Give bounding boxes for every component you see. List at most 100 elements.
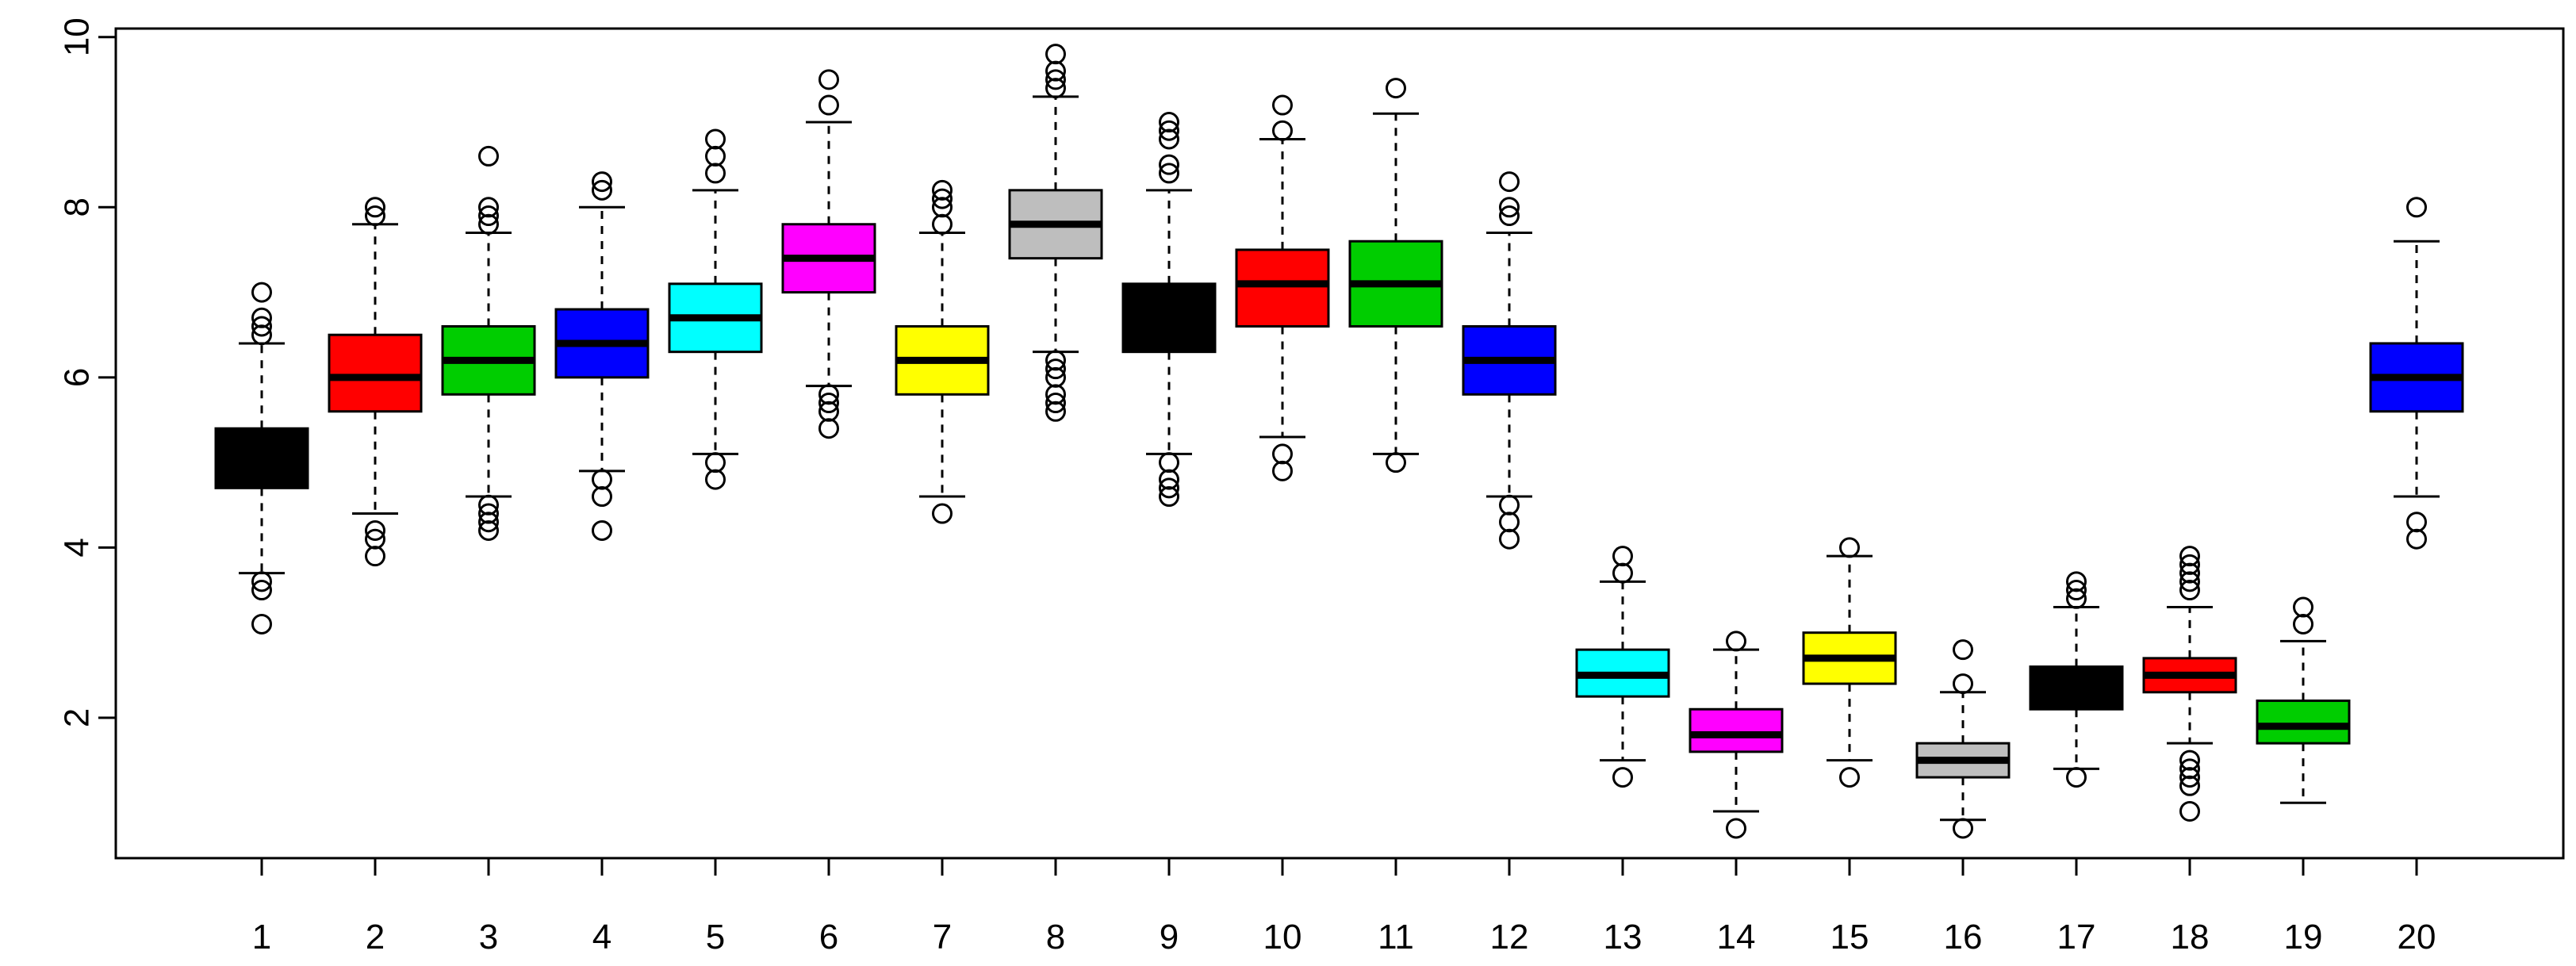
outlier-point — [1045, 393, 1066, 414]
outlier-point — [251, 613, 272, 634]
outlier-point — [2066, 571, 2087, 592]
x-tick-label: 4 — [592, 918, 611, 956]
x-tick-label: 3 — [479, 918, 498, 956]
box-2 — [328, 197, 423, 567]
outlier-point — [1499, 205, 1520, 227]
outlier-point — [818, 94, 839, 116]
outlier-point — [932, 503, 953, 524]
x-tick-label: 9 — [1160, 918, 1179, 956]
box-rect — [214, 427, 309, 489]
outlier-point — [365, 528, 385, 550]
outlier-point — [1159, 469, 1179, 490]
outlier-point — [1272, 120, 1293, 141]
x-tick-label: 20 — [2398, 918, 2436, 956]
outlier-point — [2179, 800, 2200, 822]
outlier-point — [932, 188, 953, 209]
outlier-point — [2179, 580, 2200, 601]
box-7 — [895, 179, 990, 524]
outlier-point — [932, 179, 953, 201]
outlier-point — [705, 469, 726, 490]
outlier-point — [1045, 358, 1066, 380]
outlier-point — [1953, 818, 1973, 839]
box-rect — [328, 333, 423, 413]
outlier-point — [818, 384, 839, 405]
x-axis: 1 2 3 4 5 6 7 8 9 10 11 12 13 14 15 16 17 18 19 20 — [252, 858, 2436, 956]
outlier-point — [1726, 631, 1746, 652]
box-15 — [1802, 537, 1897, 788]
outlier-point — [1045, 44, 1066, 65]
outlier-point — [1499, 197, 1520, 218]
outlier-point — [592, 179, 612, 201]
box-20 — [2369, 197, 2464, 550]
outlier-point — [2179, 554, 2200, 575]
outlier-point — [251, 316, 272, 337]
outlier-point — [251, 282, 272, 303]
outlier-point — [251, 580, 272, 601]
outlier-point — [2066, 767, 2087, 788]
outlier-point — [1159, 128, 1179, 150]
outlier-point — [365, 205, 385, 227]
outlier-point — [478, 197, 499, 218]
outlier-point — [1499, 528, 1520, 550]
x-tick-label: 13 — [1604, 918, 1643, 956]
outlier-point — [1612, 767, 1633, 788]
outlier-point — [1612, 562, 1633, 584]
outlier-point — [2066, 580, 2087, 601]
x-tick-label: 12 — [1490, 918, 1529, 956]
x-tick-label: 18 — [2171, 918, 2210, 956]
outlier-point — [1386, 452, 1406, 473]
box-3 — [441, 145, 536, 541]
box-rect — [1689, 707, 1784, 753]
outlier-point — [1159, 486, 1179, 508]
x-tick-label: 14 — [1717, 918, 1756, 956]
outlier-point — [1159, 120, 1179, 141]
outlier-point — [1159, 163, 1179, 184]
outlier-point — [1953, 673, 1973, 695]
outlier-point — [705, 145, 726, 167]
outlier-point — [1272, 460, 1293, 481]
outlier-point — [2179, 571, 2200, 592]
box-19 — [2256, 596, 2351, 804]
box-9 — [1121, 112, 1217, 508]
box-10 — [1235, 94, 1330, 481]
outlier-point — [818, 69, 839, 90]
box-17 — [2029, 571, 2124, 788]
outlier-point — [1159, 452, 1179, 473]
outlier-point — [251, 324, 272, 346]
outlier-point — [1499, 512, 1520, 533]
outlier-point — [592, 486, 612, 508]
outlier-point — [2406, 512, 2427, 533]
outlier-point — [2293, 596, 2313, 618]
box-rect — [2256, 700, 2351, 745]
x-tick-label: 8 — [1046, 918, 1065, 956]
outlier-point — [251, 307, 272, 328]
x-tick-label: 6 — [819, 918, 838, 956]
y-axis: 2 4 6 8 10 — [58, 17, 117, 727]
outlier-point — [1159, 112, 1179, 133]
x-tick-label: 19 — [2284, 918, 2323, 956]
box-group — [214, 44, 2464, 839]
outlier-point — [1612, 546, 1633, 567]
box-16 — [1915, 639, 2011, 839]
outlier-point — [1045, 78, 1066, 99]
x-tick-label: 2 — [366, 918, 385, 956]
y-tick-label: 4 — [58, 538, 97, 557]
outlier-point — [932, 197, 953, 218]
outlier-point — [2179, 767, 2200, 788]
outlier-point — [2179, 758, 2200, 780]
outlier-point — [705, 163, 726, 184]
x-tick-label: 7 — [933, 918, 952, 956]
box-4 — [554, 171, 650, 541]
x-tick-label: 17 — [2057, 918, 2096, 956]
box-6 — [781, 69, 876, 439]
outlier-point — [705, 452, 726, 473]
outlier-point — [1045, 401, 1066, 422]
outlier-point — [592, 469, 612, 490]
outlier-point — [1386, 78, 1406, 99]
outlier-point — [365, 519, 385, 541]
outlier-point — [1499, 494, 1520, 516]
outlier-point — [2179, 775, 2200, 796]
y-tick-label: 10 — [58, 17, 97, 56]
outlier-point — [365, 197, 385, 218]
